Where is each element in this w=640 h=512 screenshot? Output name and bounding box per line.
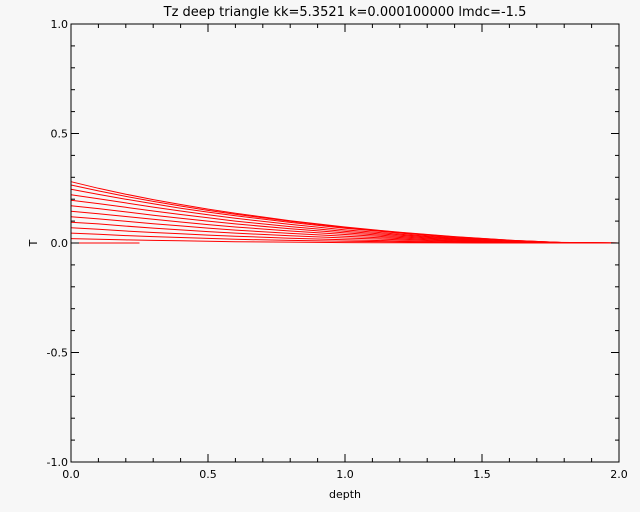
series-layer — [70, 181, 620, 244]
y-tick-label: 0.5 — [51, 128, 69, 141]
series-line-7 — [70, 210, 620, 244]
x-axis-title: depth — [329, 488, 361, 501]
series-line-13 — [70, 181, 620, 244]
y-tick-label: 1.0 — [51, 18, 69, 31]
y-tick-label: -1.0 — [47, 456, 68, 469]
x-tick-label: 0.5 — [199, 468, 217, 481]
y-axis-title: T — [27, 239, 40, 247]
series-line-5 — [70, 221, 620, 244]
y-tick-label: 0.0 — [51, 237, 69, 250]
chart-title: Tz deep triangle kk=5.3521 k=0.000100000… — [163, 5, 527, 20]
series-line-8 — [70, 205, 620, 244]
series-line-6 — [70, 216, 620, 244]
x-tick-label: 0.0 — [62, 468, 80, 481]
y-tick-label: -0.5 — [47, 347, 68, 360]
series-line-3 — [70, 232, 619, 244]
series-line-4 — [70, 227, 620, 244]
x-tick-label: 2.0 — [610, 468, 628, 481]
ticks-layer: 0.0 0.5 1.0 1.5 2.0 -1.0 -0.5 0.0 0.5 1.0 — [47, 18, 628, 481]
x-tick-label: 1.0 — [336, 468, 354, 481]
x-tick-label: 1.5 — [473, 468, 491, 481]
